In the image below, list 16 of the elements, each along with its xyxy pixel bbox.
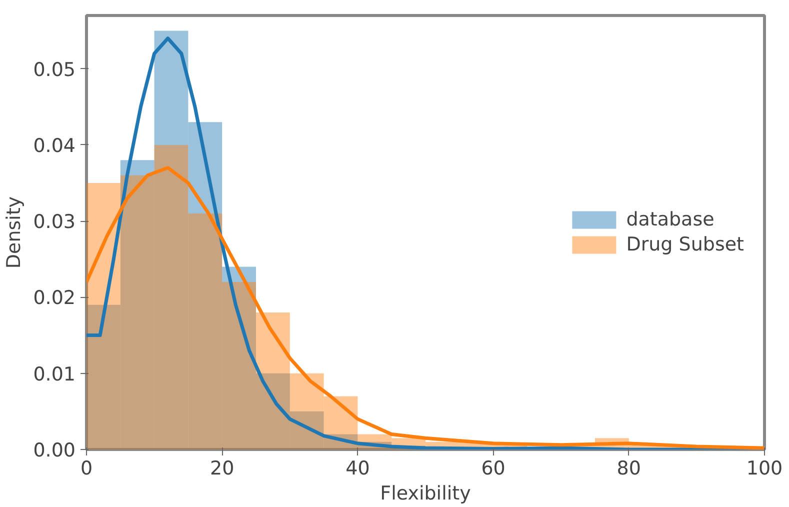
legend-label: Drug Subset: [626, 234, 744, 256]
y-tick-label: 0.03: [33, 211, 76, 234]
y-tick-label: 0.05: [33, 58, 76, 81]
x-tick-label: 80: [616, 458, 641, 480]
x-axis-title: Flexibility: [380, 482, 471, 504]
x-tick-label: 100: [746, 458, 783, 480]
y-tick-label: 0.00: [33, 440, 76, 462]
x-tick-label: 20: [210, 458, 234, 480]
x-tick-label: 60: [481, 458, 506, 480]
y-tick-label: 0.02: [33, 287, 76, 310]
y-tick-label: 0.01: [33, 363, 76, 386]
y-tick-label: 0.04: [33, 134, 76, 157]
y-axis-title: Density: [3, 196, 26, 269]
x-tick-label: 40: [346, 458, 370, 480]
legend-label: database: [626, 208, 714, 230]
x-tick-label: 0: [80, 458, 93, 480]
